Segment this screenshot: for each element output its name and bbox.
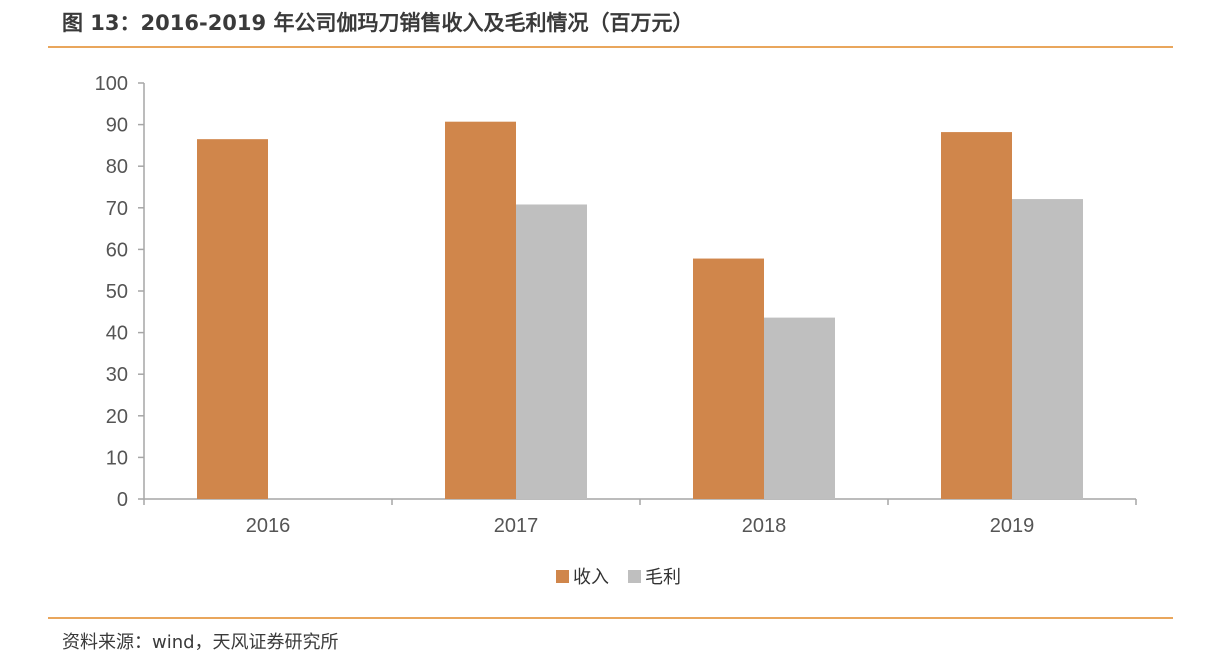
y-tick-label: 20 [106, 406, 128, 428]
legend-swatch-毛利 [628, 570, 641, 583]
y-tick-label: 60 [106, 239, 128, 261]
footer-divider [48, 617, 1173, 619]
x-tick-label: 2016 [246, 515, 291, 537]
bar-收入-2016 [197, 139, 268, 499]
y-tick-label: 50 [106, 281, 128, 303]
legend-label-收入: 收入 [573, 567, 609, 588]
y-tick-label: 0 [117, 489, 128, 511]
title-divider [48, 46, 1173, 48]
bar-收入-2018 [693, 258, 764, 499]
y-tick-label: 30 [106, 364, 128, 386]
legend-label-毛利: 毛利 [645, 567, 681, 588]
y-tick-label: 100 [95, 73, 128, 95]
x-tick-label: 2017 [494, 515, 539, 537]
y-tick-label: 90 [106, 115, 128, 137]
chart-title: 图 13：2016-2019 年公司伽玛刀销售收入及毛利情况（百万元） [62, 11, 694, 35]
x-tick-label: 2019 [990, 515, 1035, 537]
bars [197, 121, 1083, 500]
x-axis: 2016 2017 2018 2019 [143, 498, 1137, 537]
source-note: 资料来源：wind，天风证券研究所 [62, 632, 339, 653]
bar-毛利-2017 [516, 204, 587, 500]
y-axis: 0 10 20 30 40 50 60 70 80 90 100 [95, 73, 145, 511]
y-tick-label: 80 [106, 156, 128, 178]
x-tick-label: 2018 [742, 515, 787, 537]
y-tick-label: 10 [106, 447, 128, 469]
bar-毛利-2019 [1012, 199, 1083, 499]
bar-收入-2017 [445, 121, 516, 500]
y-tick-label: 70 [106, 198, 128, 220]
legend: 收入 毛利 [556, 567, 681, 588]
bar-收入-2019 [941, 132, 1012, 499]
legend-swatch-收入 [556, 570, 569, 583]
y-tick-label: 40 [106, 323, 128, 345]
bar-毛利-2018 [764, 317, 835, 499]
